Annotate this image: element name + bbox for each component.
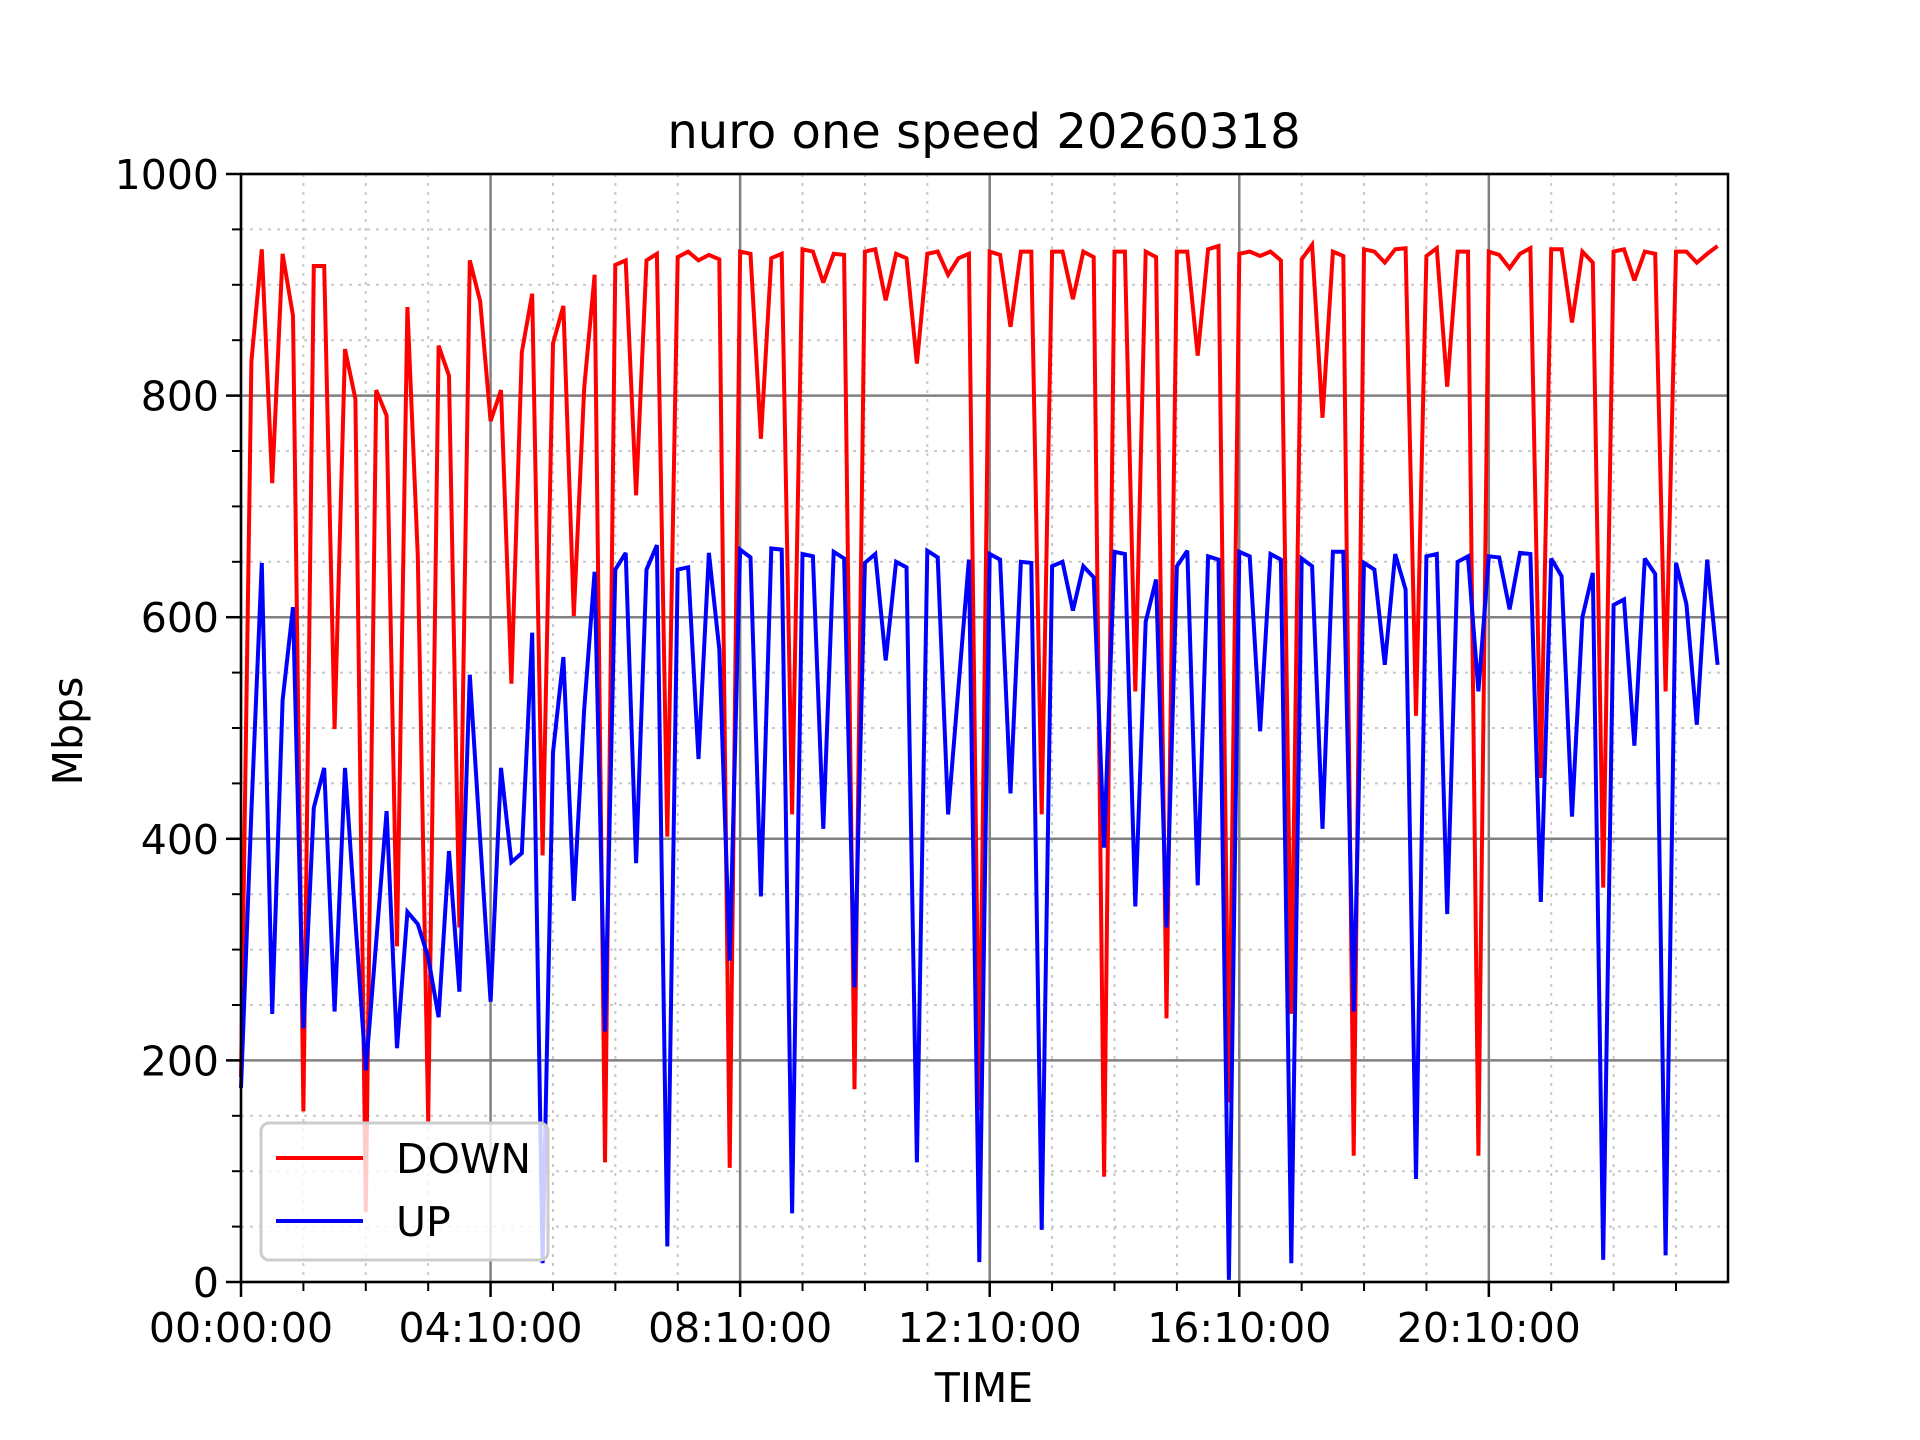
x-axis-label: TIME xyxy=(934,1364,1033,1412)
x-tick-label: 20:10:00 xyxy=(1397,1304,1581,1352)
x-tick-label: 08:10:00 xyxy=(648,1304,832,1352)
x-tick-label: 04:10:00 xyxy=(398,1304,582,1352)
x-tick-label: 12:10:00 xyxy=(898,1304,1082,1352)
series-line-up xyxy=(239,544,1720,1280)
series-line-down xyxy=(239,239,1719,1213)
x-tick-label: 00:00:00 xyxy=(149,1304,333,1352)
y-tick-label: 600 xyxy=(141,594,219,642)
x-tick-label: 16:10:00 xyxy=(1147,1304,1331,1352)
series-lines xyxy=(239,239,1720,1280)
y-axis-label: Mbps xyxy=(44,677,92,786)
legend-label-up: UP xyxy=(396,1198,451,1246)
y-tick-label: 0 xyxy=(193,1259,219,1307)
y-tick-label: 200 xyxy=(141,1037,219,1085)
y-tick-label: 400 xyxy=(141,816,219,864)
legend-label-down: DOWN xyxy=(396,1135,531,1183)
chart-title: nuro one speed 20260318 xyxy=(667,104,1300,160)
y-tick-label: 1000 xyxy=(115,151,219,199)
y-tick-label: 800 xyxy=(141,373,219,421)
legend: DOWN UP xyxy=(259,1121,550,1262)
axis-ticks: 00:00:00 04:10:00 08:10:00 12:10:00 16:10:00… xyxy=(115,151,1678,1352)
